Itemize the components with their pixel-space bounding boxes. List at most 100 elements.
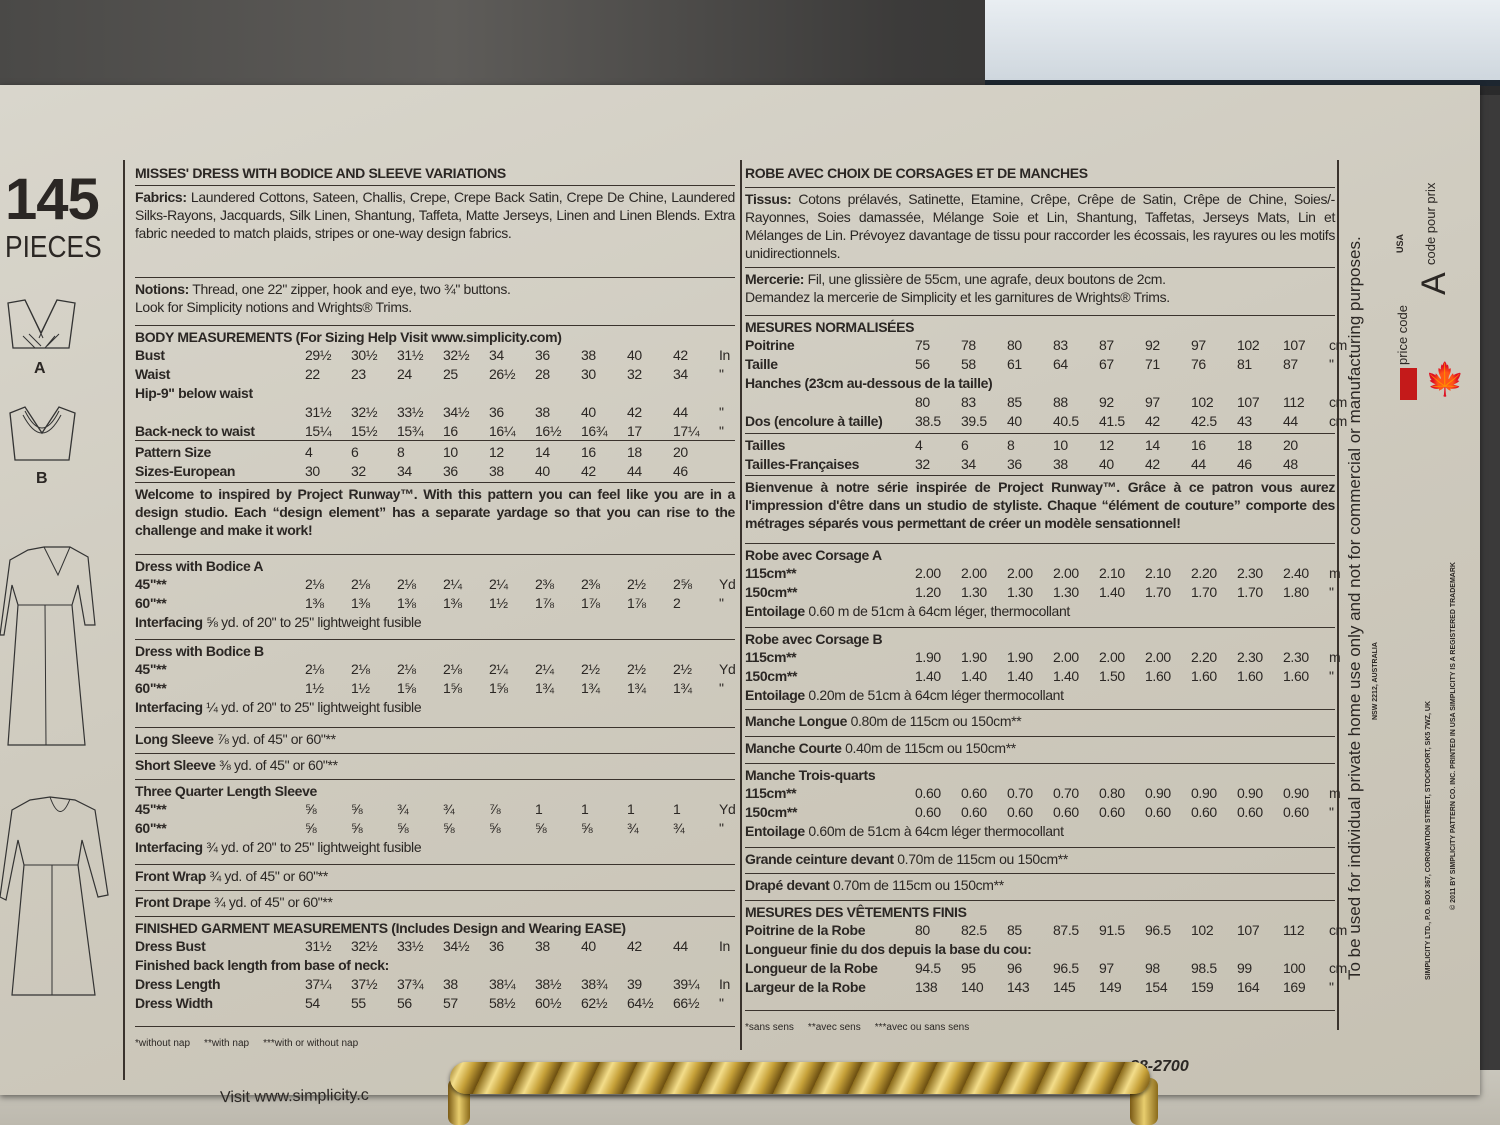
cell-value: 2½	[581, 661, 600, 677]
section-table: BODY MEASUREMENTS (For Sizing Help Visit…	[135, 326, 735, 441]
cell-value: 24	[397, 366, 412, 382]
cell-value: 1¾	[581, 680, 600, 696]
website-footer: Visit www.simplicity.c	[219, 1086, 369, 1107]
cell-value: 44	[673, 938, 688, 954]
section-table: MESURES DES VÊTEMENTS FINIS Poitrine de l…	[745, 901, 1347, 1011]
cell-value: 1	[581, 801, 589, 817]
paragraph: Welcome to inspired by Project Runway™. …	[135, 485, 735, 539]
paragraph-label: Grande ceinture devant	[745, 851, 894, 867]
copyright-notice: © 2011 BY SIMPLICITY PATTERN CO. INC. PR…	[1450, 562, 1457, 910]
dress-short-sleeve-sketch	[0, 546, 96, 746]
cell-value: 56	[397, 995, 412, 1011]
interfacing-note: Entoilage 0.60 m de 51cm à 64cm léger, t…	[745, 602, 1335, 620]
dress-three-quarter-sleeve-sketch	[0, 796, 109, 996]
cell-value: 2.00	[961, 565, 987, 581]
cell-value: 0.90	[1191, 785, 1217, 801]
cell-value: 1.70	[1237, 584, 1263, 600]
cell-value: 67	[1099, 356, 1114, 372]
english-column: MISSES' DRESS WITH BODICE AND SLEEVE VAR…	[135, 162, 736, 1051]
unit-label: "	[719, 366, 724, 382]
row-label-bust: Bust	[135, 347, 165, 363]
table-row: Back-neck to waist 15¼ 15½ 15¾ 16 16¼ 16½ 16¾ 17…	[135, 422, 735, 441]
unit-label: m	[1329, 565, 1341, 581]
cell-value: 95	[961, 960, 976, 976]
unit-label: "	[719, 680, 724, 696]
usage-notice: To be used for individual private home u…	[1345, 236, 1364, 980]
row-label-60: 60"**	[135, 595, 167, 611]
cell-value: 2.20	[1191, 565, 1217, 581]
cell-value: 102	[1191, 922, 1214, 938]
unit-label: Yd	[719, 661, 736, 677]
cell-value: 0.60	[915, 804, 941, 820]
cell-value: 100	[1283, 960, 1306, 976]
cell-value: 62½	[581, 995, 608, 1011]
cell-value: 1.40	[1099, 584, 1125, 600]
paragraph: Long Sleeve ⅞ yd. of 45" or 60"**	[135, 730, 735, 748]
cell-value: 138	[915, 979, 938, 995]
cell-value: 2.30	[1237, 649, 1263, 665]
unit-label: "	[719, 995, 724, 1011]
footnote: ***with or without nap	[263, 1038, 359, 1049]
cell-value: 18	[1237, 437, 1252, 453]
table-row: Longueur de la Robe 94.5 95 96 96.5 97 98 98.5 9…	[745, 959, 1347, 978]
paragraph-text: ¾ yd. of 45" or 60"**	[209, 868, 329, 884]
cell-value: 28	[535, 366, 550, 382]
row-label-pattern-size: Pattern Size	[135, 444, 211, 460]
cell-value: ⅝	[351, 820, 363, 836]
cell-value: 0.60	[1145, 804, 1171, 820]
cell-value: 58	[961, 356, 976, 372]
paragraph-line: Look for Simplicity notions and Wrights®…	[135, 299, 412, 315]
table-row: 60"** 1½ 1½ 1⅝ 1⅝ 1⅝ 1¾ 1¾ 1¾ 1¾ "	[135, 679, 735, 698]
paragraph-label: Front Drape	[135, 894, 211, 910]
cell-value: 2.00	[1053, 649, 1079, 665]
cell-value: 92	[1145, 337, 1160, 353]
cell-value: 26½	[489, 366, 516, 382]
section-table: Manche Trois-quarts 115cm** 0.60 0.60 0.70 0.…	[745, 764, 1341, 848]
cell-value: 2	[673, 595, 681, 611]
cell-value: 107	[1237, 922, 1260, 938]
cell-value: 1.60	[1283, 668, 1309, 684]
table-heading: Manche Trois-quarts	[745, 767, 876, 783]
cell-value: 4	[305, 444, 313, 460]
cell-value: 61	[1007, 356, 1022, 372]
paragraph: Grande ceinture devant 0.70m de 115cm ou…	[745, 850, 1335, 868]
cell-value: 1.20	[915, 584, 941, 600]
cell-value: 2⅛	[305, 576, 324, 592]
cell-value: 87.5	[1053, 922, 1079, 938]
cell-value: 38	[535, 938, 550, 954]
cell-value: 1.40	[1007, 668, 1033, 684]
table-row: Tailles 4 6 8 10 12 14 16 18 20	[745, 436, 1335, 455]
usa-label: USA	[1395, 233, 1405, 253]
footnote: **with nap	[204, 1038, 250, 1049]
table-heading: MESURES DES VÊTEMENTS FINIS	[745, 904, 967, 920]
cell-value: 71	[1145, 356, 1160, 372]
cell-value: 96.5	[1053, 960, 1079, 976]
cell-value: 2.20	[1191, 649, 1217, 665]
section-para: Bienvenue à notre série inspirée de Proj…	[745, 476, 1335, 544]
section-para: Grande ceinture devant 0.70m de 115cm ou…	[745, 848, 1335, 874]
cell-value: 34½	[443, 938, 470, 954]
cell-value: 20	[673, 444, 688, 460]
footnote: *without nap	[135, 1038, 191, 1049]
french-column: ROBE AVEC CHOIX DE CORSAGES ET DE MANCHE…	[745, 162, 1347, 1035]
section-table: Dress with Bodice A 45"** 2⅛ 2⅛ 2⅛ 2¼ 2¼ 2⅜ 2⅜ 2½…	[135, 555, 736, 640]
paragraph: Mercerie: Fil, une glissière de 55cm, un…	[745, 270, 1335, 288]
cell-value: 10	[1053, 437, 1068, 453]
cell-value: 16¾	[581, 423, 608, 439]
cell-value: 1.30	[1053, 584, 1079, 600]
cell-value: ⅝	[581, 820, 593, 836]
cell-value: 29½	[305, 347, 332, 363]
cell-value: ⅞	[489, 801, 501, 817]
cell-value: 97	[1145, 394, 1160, 410]
cell-value: 16	[443, 423, 458, 439]
section-para: Notions: Thread, one 22" zipper, hook an…	[135, 278, 735, 326]
paragraph: Drapé devant 0.70m de 115cm ou 150cm**	[745, 876, 1335, 894]
cell-value: 2.00	[915, 565, 941, 581]
cell-value: 1.90	[1007, 649, 1033, 665]
cell-value: 25	[443, 366, 458, 382]
section-title: MISSES' DRESS WITH BODICE AND SLEEVE VAR…	[135, 162, 735, 186]
price-code-label: price code	[1395, 305, 1410, 365]
cell-value: 1⅞	[627, 595, 646, 611]
note-text: 0.60m de 51cm à 64cm léger thermocollant	[808, 823, 1064, 839]
unit-label: m	[1329, 785, 1341, 801]
